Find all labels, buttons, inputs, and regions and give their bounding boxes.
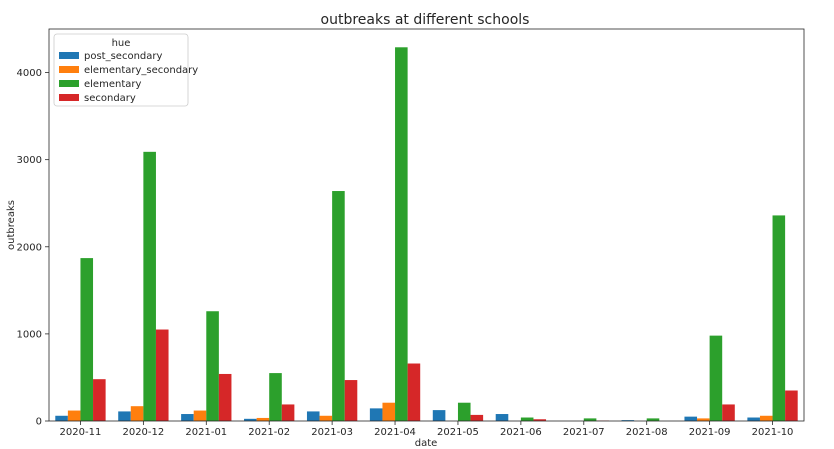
- bar-elementary_secondary-2021-02: [256, 417, 270, 421]
- bar-post_secondary-2021-10: [747, 417, 760, 421]
- y-axis-label: outbreaks: [6, 200, 17, 250]
- y-tick-label: 3000: [17, 155, 42, 166]
- bar-elementary-2021-02: [269, 373, 282, 421]
- bar-post_secondary-2021-08: [621, 420, 635, 421]
- bar-secondary-2021-05: [470, 414, 484, 421]
- bar-secondary-2021-06: [533, 419, 547, 421]
- legend-swatch-elementary_secondary: [59, 66, 79, 73]
- x-tick-label: 2021-09: [689, 427, 731, 438]
- x-tick-label: 2021-01: [185, 427, 227, 438]
- bar-elementary-2020-11: [80, 258, 94, 421]
- x-tick-label: 2021-08: [626, 427, 668, 438]
- bar-elementary_secondary-2021-01: [193, 410, 207, 421]
- bar-secondary-2021-09: [722, 404, 735, 421]
- bar-post_secondary-2021-03: [306, 411, 320, 421]
- bar-secondary-2020-11: [93, 379, 106, 421]
- x-tick-label: 2021-04: [374, 427, 416, 438]
- legend-swatch-secondary: [59, 94, 79, 101]
- bar-post_secondary-2020-11: [55, 415, 68, 421]
- bar-elementary_secondary-2020-12: [130, 406, 144, 421]
- legend-entry-secondary: secondary: [84, 93, 136, 104]
- bar-elementary_secondary-2020-11: [67, 410, 81, 421]
- bar-secondary-2020-12: [155, 329, 169, 421]
- bar-elementary-2021-07: [583, 418, 597, 421]
- bar-elementary_secondary-2021-04: [382, 402, 396, 421]
- y-tick-label: 0: [36, 417, 42, 428]
- bar-post_secondary-2021-01: [181, 414, 194, 421]
- bar-elementary-2021-03: [332, 191, 345, 421]
- bar-post_secondary-2021-02: [244, 418, 257, 421]
- bar-secondary-2021-01: [218, 373, 232, 421]
- bar-elementary-2021-05: [457, 402, 471, 421]
- x-tick-label: 2021-10: [752, 427, 794, 438]
- legend-entry-elementary_secondary: elementary_secondary: [84, 65, 198, 76]
- legend: hue post_secondary elementary_secondaryele…: [53, 33, 198, 107]
- bar-elementary-2021-09: [709, 335, 723, 421]
- bar-elementary-2021-06: [520, 417, 534, 421]
- y-axis: 0 1000 2000 3000 4000: [17, 68, 49, 428]
- x-tick-label: 2021-07: [563, 427, 605, 438]
- bar-elementary_secondary-2021-03: [319, 415, 333, 421]
- x-tick-label: 2021-03: [311, 427, 353, 438]
- y-tick-label: 1000: [17, 329, 42, 340]
- bar-secondary-2021-04: [407, 363, 421, 421]
- bar-secondary-2021-03: [344, 380, 358, 421]
- bar-elementary-2021-08: [646, 418, 660, 421]
- bar-post_secondary-2021-09: [684, 416, 698, 421]
- x-axis-label: date: [415, 438, 438, 449]
- x-tick-label: 2020-12: [122, 427, 164, 438]
- bar-elementary_secondary-2021-09: [697, 418, 710, 421]
- y-tick-label: 2000: [17, 242, 42, 253]
- legend-entry-elementary: elementary: [84, 79, 141, 90]
- bar-post_secondary-2021-06: [495, 414, 509, 421]
- bar-elementary-2020-12: [143, 151, 156, 421]
- chart-title: outbreaks at different schools: [321, 12, 530, 28]
- bar-elementary_secondary-2021-10: [759, 415, 773, 421]
- legend-swatch-elementary: [59, 80, 79, 87]
- x-axis: 2020-11 2020-12 2021-01 2021-02 2021-03 2021-…: [60, 421, 794, 438]
- x-tick-label: 2021-02: [248, 427, 290, 438]
- bar-secondary-2021-10: [785, 390, 798, 421]
- bars: [55, 47, 798, 421]
- y-tick-label: 4000: [17, 68, 42, 79]
- bar-elementary-2021-01: [206, 311, 219, 421]
- x-tick-label: 2021-06: [500, 427, 542, 438]
- legend-swatch-post_secondary: [59, 52, 79, 59]
- legend-title: hue: [112, 38, 131, 49]
- bar-elementary-2021-10: [772, 215, 786, 421]
- plot-frame: [48, 28, 805, 422]
- legend-box: [53, 33, 189, 107]
- bar-post_secondary-2021-05: [432, 410, 446, 421]
- bar-elementary-2021-04: [395, 47, 408, 421]
- bar-post_secondary-2021-04: [369, 408, 383, 421]
- bar-post_secondary-2020-12: [118, 411, 131, 421]
- x-tick-label: 2020-11: [60, 427, 102, 438]
- x-tick-label: 2021-05: [437, 427, 479, 438]
- bar-secondary-2021-02: [281, 404, 295, 421]
- legend-entry-post_secondary: post_secondary: [84, 51, 163, 62]
